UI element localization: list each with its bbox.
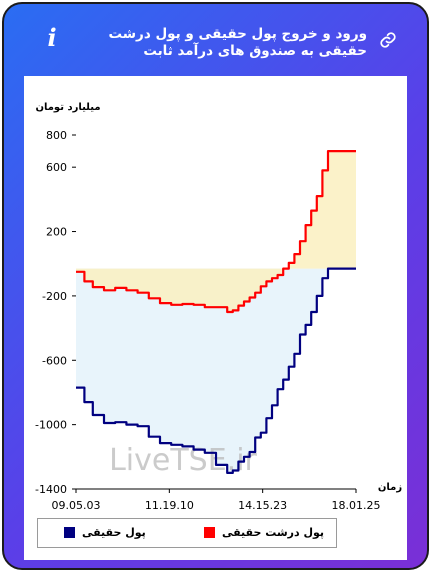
legend-item-large-real-money[interactable]: پول درشت حقیقی	[198, 526, 333, 540]
chart-legend: پول حقیقی پول درشت حقیقی	[37, 518, 337, 548]
legend-item-real-money[interactable]: پول حقیقی	[58, 526, 178, 540]
info-icon[interactable]: i	[47, 23, 57, 52]
y-tick-label: -200	[42, 290, 67, 303]
y-tick-label: 200	[46, 226, 67, 239]
y-tick-label: -600	[42, 354, 67, 367]
y-tick-label: 800	[46, 129, 67, 142]
x-tick-label: 11.19.10	[145, 499, 194, 512]
y-tick-label: -1400	[35, 483, 67, 496]
x-axis-label: زمان	[378, 482, 402, 493]
x-tick-label: 18.01.25	[332, 499, 381, 512]
series-line-1	[76, 150, 356, 314]
area-fills	[76, 151, 356, 473]
x-tick-label: 14.15.23	[238, 499, 287, 512]
link-icon[interactable]	[379, 31, 397, 49]
legend-label-large-real-money: پول درشت حقیقی	[222, 526, 325, 539]
chart-card: i ورود و خروج پول حقیقی و پول درشت حقیقی…	[2, 2, 429, 570]
series-area-1	[76, 151, 356, 312]
y-axis-label: میلیارد تومان	[35, 102, 100, 113]
x-tick-label: 09.05.03	[52, 499, 101, 512]
legend-swatch-large-real-money	[204, 527, 215, 538]
y-tick-label: 600	[46, 161, 67, 174]
legend-swatch-real-money	[64, 527, 75, 538]
series-lines	[76, 150, 356, 474]
card-title: ورود و خروج پول حقیقی و پول درشت حقیقی ب…	[108, 26, 367, 59]
series-area-0	[76, 268, 356, 473]
x-axis-ticks: 09.05.03 11.19.10 14.15.23 18.01.25	[52, 489, 381, 512]
y-axis-ticks: 800 600 200 -200 -600 -1000 -1400	[35, 129, 76, 496]
watermark: LiveTSE.ir	[109, 443, 257, 478]
legend-label-real-money: پول حقیقی	[82, 526, 146, 539]
y-tick-label: -1000	[35, 419, 67, 432]
series-line-0	[76, 267, 356, 474]
card-header: i ورود و خروج پول حقیقی و پول درشت حقیقی…	[4, 4, 427, 76]
